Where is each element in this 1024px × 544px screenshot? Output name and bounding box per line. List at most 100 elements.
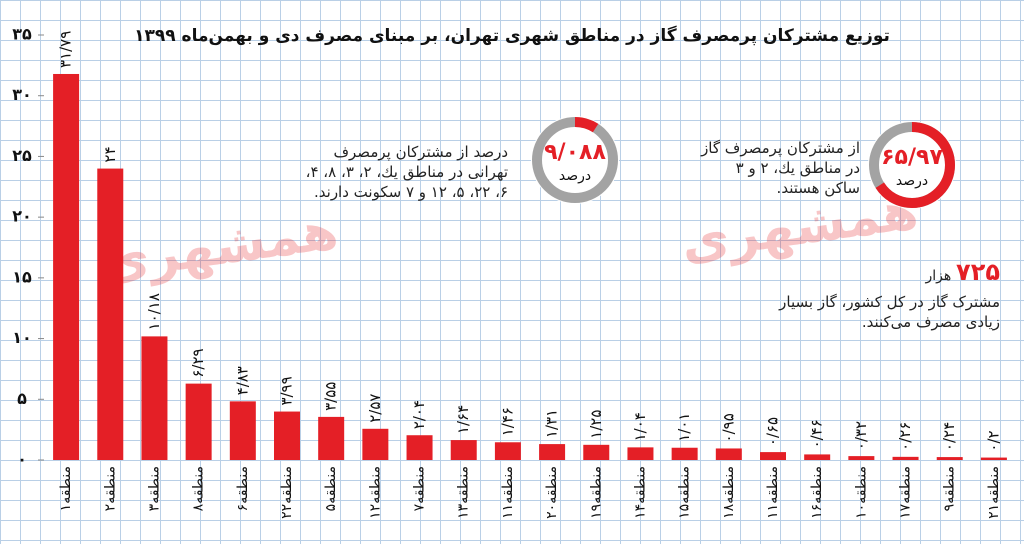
- note-body: مشترک گاز در کل کشور، گاز بسیار زیادی مصر…: [690, 292, 1000, 332]
- x-tick-label: منطقه۸: [191, 466, 207, 511]
- x-tick-label: منطقه۱: [58, 466, 74, 511]
- note: ۷۲۵ هزار مشترک گاز در کل کشور، گاز بسیار…: [690, 260, 1000, 332]
- donut-unit: درصد: [559, 168, 591, 184]
- callout-line: تهرانی در مناطق یك، ۲، ۳، ۸، ۴،: [305, 163, 508, 181]
- x-tick-label: منطقه۱۸: [721, 466, 737, 519]
- x-tick-label: منطقه۱۵: [677, 466, 693, 519]
- donut-bg: [531, 116, 619, 204]
- x-tick-label: منطقه۲: [102, 466, 118, 511]
- value-label: ۱/۴۶: [498, 407, 516, 436]
- bar: [185, 383, 212, 460]
- donut-value: ۹/۰۸۸: [544, 140, 606, 165]
- value-label: ۳۱/۷۹: [57, 31, 75, 68]
- callout-text: درصد از مشترکان پرمصرف تهرانی در مناطق یك…: [270, 142, 508, 202]
- x-tick-label: منطقه۲۱: [986, 466, 1002, 519]
- note-line: زیادی مصرف می‌کنند.: [861, 313, 1000, 331]
- callout-line: درصد از مشترکان پرمصرف: [333, 143, 508, 161]
- x-tick-label: منطقه۵: [323, 466, 339, 511]
- x-tick-label: منطقه۶: [235, 466, 251, 511]
- donut-bg: [868, 121, 956, 209]
- value-label: ۰/۲۴: [940, 422, 958, 451]
- value-label: ۱۰/۱۸: [145, 293, 163, 330]
- bar: [141, 336, 168, 460]
- x-tick-label: منطقه۳: [146, 466, 162, 511]
- x-tick-label: منطقه۱۲: [367, 466, 383, 519]
- callout-line: ساکن هستند.: [776, 179, 860, 197]
- x-tick-label: منطقه۱۷: [898, 466, 914, 519]
- donut-arc: [869, 122, 955, 208]
- x-tick-label: منطقه۱۳: [456, 466, 472, 519]
- value-label: ۲/۰۴: [410, 400, 428, 429]
- watermark: همشهری: [97, 201, 341, 294]
- bar: [274, 411, 300, 460]
- value-label: ۶/۲۹: [189, 348, 207, 377]
- donut-arc: [532, 117, 618, 203]
- value-label: ۰/۶۵: [764, 417, 782, 446]
- bar: [936, 457, 963, 460]
- value-label: ۰/۲: [984, 430, 1002, 451]
- x-tick-label: منطقه۱۱: [500, 466, 516, 519]
- x-tick-label: منطقه۱۹: [588, 466, 604, 519]
- bar: [848, 456, 875, 460]
- value-label: ۲/۵۷: [366, 394, 384, 423]
- y-tick-label: ۰: [17, 450, 27, 469]
- note-number: ۷۲۵: [956, 258, 1000, 286]
- x-tick-label: منطقه۲۰: [544, 466, 560, 519]
- value-label: ۱/۲۵: [587, 410, 605, 439]
- x-tick-label: منطقه۷: [412, 466, 428, 511]
- value-label: ۱/۶۴: [454, 405, 472, 434]
- bar: [804, 454, 831, 460]
- callout-line: ۶، ۲۲، ۵، ۱۲ و ۷ سکونت دارند.: [314, 183, 508, 201]
- bar: [539, 444, 566, 460]
- bar: [583, 444, 610, 460]
- value-label: ۱/۰۱: [675, 413, 693, 442]
- y-tick-label: ۲۵: [12, 146, 32, 165]
- value-label: ۳/۹۹: [278, 376, 296, 405]
- bar: [627, 447, 654, 460]
- bar: [980, 457, 1007, 460]
- donut-unit: درصد: [896, 173, 928, 189]
- value-label: ۱/۳۱: [543, 409, 561, 438]
- value-label: ۰/۳۲: [852, 421, 870, 450]
- bar: [450, 440, 477, 460]
- value-label: ۰/۹۵: [719, 413, 737, 442]
- value-label: ۰/۲۶: [896, 422, 914, 451]
- note-unit: هزار: [925, 268, 952, 284]
- bar: [318, 416, 345, 460]
- x-tick-label: منطقه۹: [942, 466, 958, 511]
- callout-text: از مشترکان پرمصرف گاز در مناطق یك، ۲ و ۳ س…: [700, 138, 860, 198]
- y-tick-label: ۵: [17, 389, 27, 408]
- note-line: مشترک گاز در کل کشور، گاز بسیار: [779, 293, 1000, 311]
- value-label: ۳/۵۵: [322, 382, 340, 411]
- value-label: ۴/۸۳: [233, 366, 251, 395]
- y-tick-label: ۱۵: [12, 267, 32, 286]
- callout-line: از مشترکان پرمصرف گاز: [701, 139, 860, 157]
- x-tick-label: منطقه۱۶: [809, 466, 825, 519]
- donut-value: ۶۵/۹۷: [881, 145, 943, 170]
- value-label: ۲۴: [101, 146, 119, 162]
- y-tick-label: ۱۰: [12, 328, 32, 347]
- bar: [760, 452, 786, 460]
- y-tick-label: ۲۰: [12, 207, 32, 226]
- bar: [53, 73, 80, 460]
- x-tick-label: منطقه۲۲: [279, 466, 295, 519]
- y-tick-label: ۳۰: [12, 85, 32, 104]
- y-tick-label: ۳۵: [12, 25, 32, 44]
- bar: [494, 442, 521, 460]
- chart-title: توزیع مشترکان پرمصرف گاز در مناطق شهری ت…: [134, 25, 890, 46]
- bar: [715, 448, 742, 460]
- bar: [406, 435, 433, 460]
- x-tick-label: منطقه۱۱: [765, 466, 781, 519]
- bar: [671, 447, 698, 460]
- bar: [892, 456, 919, 460]
- bar: [229, 401, 256, 460]
- bar: [97, 168, 124, 461]
- callout-line: در مناطق یك، ۲ و ۳: [735, 159, 860, 177]
- value-label: ۱/۰۴: [631, 412, 649, 441]
- bar: [362, 428, 389, 460]
- x-tick-label: منطقه۱۰: [853, 466, 869, 519]
- value-label: ۰/۴۶: [808, 419, 826, 448]
- x-tick-label: منطقه۱۴: [632, 466, 648, 519]
